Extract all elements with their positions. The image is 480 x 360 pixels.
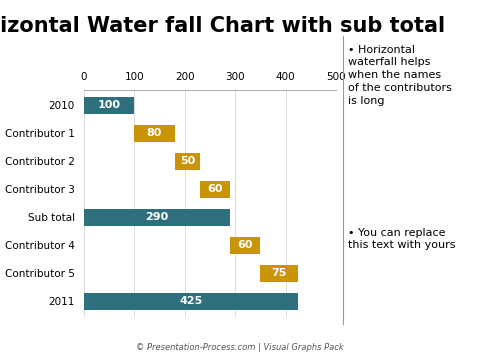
Bar	[84, 97, 134, 114]
Text: • Horizontal
waterfall helps
when the names
of the contributors
is long: • Horizontal waterfall helps when the na…	[348, 45, 452, 106]
Bar	[84, 209, 230, 226]
Text: © Presentation-Process.com | Visual Graphs Pack: © Presentation-Process.com | Visual Grap…	[136, 343, 344, 352]
Text: 75: 75	[272, 269, 287, 278]
Text: 290: 290	[145, 212, 168, 222]
Text: 100: 100	[98, 100, 120, 111]
Bar	[175, 153, 200, 170]
Bar	[230, 237, 260, 254]
Bar	[84, 293, 298, 310]
Text: • You can replace
this text with yours: • You can replace this text with yours	[348, 228, 456, 250]
Text: 60: 60	[207, 184, 223, 194]
Text: 50: 50	[180, 156, 195, 166]
Text: 80: 80	[147, 129, 162, 138]
Text: 425: 425	[180, 296, 203, 306]
Text: Horizontal Water fall Chart with sub total: Horizontal Water fall Chart with sub tot…	[0, 16, 445, 36]
Bar	[134, 125, 175, 142]
Bar	[200, 181, 230, 198]
Text: 60: 60	[238, 240, 253, 251]
Bar	[260, 265, 298, 282]
